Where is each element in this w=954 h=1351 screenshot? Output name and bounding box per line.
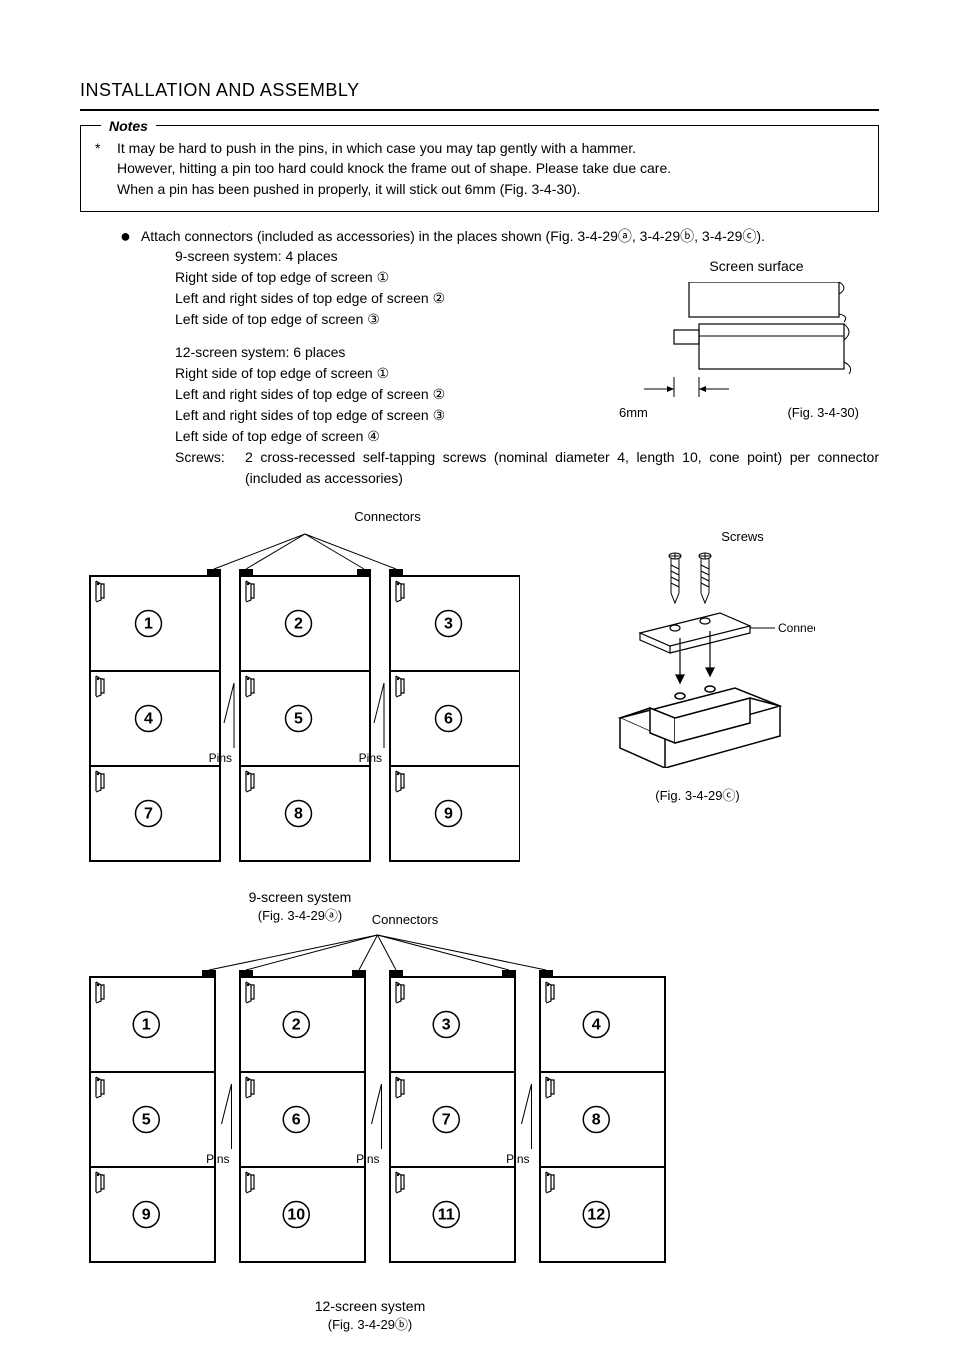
fig-3-4-30: Screen surface 6mm (Fig. 3-4-30)	[644, 258, 869, 423]
screen-number: 9	[444, 806, 453, 823]
screen-number: 12	[587, 1207, 605, 1224]
nine-screen-diagram: Connectors 1 2 3 4 5 6 7 8 9 Pins Pins 9-screen sy…	[80, 509, 520, 924]
twelve-l1: Right side of top edge of screen ①	[175, 363, 605, 384]
notes-line1: It may be hard to push in the pins, in w…	[117, 138, 671, 158]
nine-header: 9-screen system: 4 places	[175, 246, 605, 267]
nine-block: 9-screen system: 4 places Right side of …	[175, 246, 605, 330]
screen-number: 6	[444, 711, 453, 728]
screen-number: 6	[292, 1112, 301, 1129]
nine-l2: Left and right sides of top edge of scre…	[175, 288, 605, 309]
screws-label: Screws:	[175, 447, 235, 489]
page: INSTALLATION AND ASSEMBLY Notes * It may…	[0, 0, 954, 1351]
page-title: INSTALLATION AND ASSEMBLY	[80, 80, 879, 101]
screen-number: 7	[442, 1112, 451, 1129]
screen-number: 4	[144, 711, 153, 728]
screen-number: 5	[142, 1112, 151, 1129]
nine-caption-title: 9-screen system	[210, 889, 390, 905]
twelve-l2: Left and right sides of top edge of scre…	[175, 384, 605, 405]
notes-asterisk: *	[95, 138, 105, 199]
nine-caption-fig: (Fig. 3-4-29ⓐ)	[210, 905, 390, 924]
screws-row: Screws: 2 cross-recessed self-tapping sc…	[175, 447, 879, 489]
screen-number: 8	[294, 806, 303, 823]
screen-number: 9	[142, 1207, 151, 1224]
twelve-block: 12-screen system: 6 places Right side of…	[175, 342, 605, 447]
twelve-caption-title: 12-screen system	[260, 1298, 480, 1314]
pins-label: Pins	[206, 1152, 229, 1166]
screen-number: 4	[592, 1017, 601, 1034]
nine-grid-svg: 1 2 3 4 5 6 7 8 9 Pins Pins	[80, 526, 520, 886]
notes-box: Notes * It may be hard to push in the pi…	[80, 125, 879, 212]
bullet-icon: ●	[120, 226, 131, 246]
screen-number: 11	[438, 1207, 455, 1224]
screen-number: 1	[144, 616, 153, 633]
connectors-label-c: Connectors	[778, 621, 815, 635]
twelve-grid-svg: 123456789101112PinsPinsPins	[80, 927, 720, 1287]
connectors-label-9: Connectors	[255, 509, 520, 524]
screen-number: 2	[294, 616, 303, 633]
screen-number: 10	[287, 1207, 305, 1224]
bullet-text: Attach connectors (included as accessori…	[141, 226, 879, 246]
divider	[80, 109, 879, 111]
notes-label: Notes	[101, 116, 156, 136]
screws-label-c: Screws	[670, 529, 815, 544]
pins-label: Pins	[359, 751, 382, 765]
nine-l1: Right side of top edge of screen ①	[175, 267, 605, 288]
pins-label: Pins	[209, 751, 232, 765]
twelve-l3: Left and right sides of top edge of scre…	[175, 405, 605, 426]
attach-bullet: ● Attach connectors (included as accesso…	[120, 226, 879, 246]
fig30-dim: 6mm	[619, 405, 648, 420]
fig30-svg	[644, 282, 869, 422]
screen-number: 7	[144, 806, 153, 823]
screws-text: 2 cross-recessed self-tapping screws (no…	[245, 447, 879, 489]
screen-surface-label: Screen surface	[644, 258, 869, 274]
screen-number: 3	[444, 616, 453, 633]
screen-number: 2	[292, 1017, 301, 1034]
twelve-l4: Left side of top edge of screen ④	[175, 426, 605, 447]
screen-number: 1	[142, 1017, 151, 1034]
notes-line2: However, hitting a pin too hard could kn…	[117, 158, 671, 178]
screen-number: 8	[592, 1112, 601, 1129]
fig-c-svg: Connectors	[580, 548, 815, 768]
nine-l3: Left side of top edge of screen ③	[175, 309, 605, 330]
fig30-caption: (Fig. 3-4-30)	[787, 405, 859, 420]
fig-c-caption: (Fig. 3-4-29ⓒ)	[580, 785, 815, 804]
notes-text: It may be hard to push in the pins, in w…	[117, 138, 671, 199]
twelve-caption-fig: (Fig. 3-4-29ⓑ)	[260, 1314, 480, 1333]
pins-label: Pins	[356, 1152, 379, 1166]
twelve-header: 12-screen system: 6 places	[175, 342, 605, 363]
connector-detail: Screws	[580, 529, 815, 804]
screen-number: 3	[442, 1017, 451, 1034]
notes-line3: When a pin has been pushed in properly, …	[117, 179, 671, 199]
pins-label: Pins	[506, 1152, 529, 1166]
screen-number: 5	[294, 711, 303, 728]
